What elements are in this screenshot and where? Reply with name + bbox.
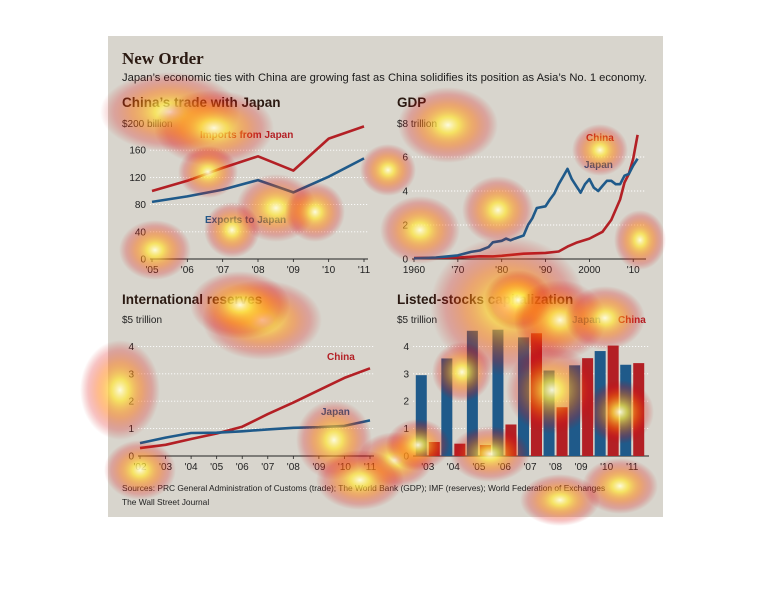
bar-china — [633, 363, 645, 456]
bar-china — [479, 445, 491, 456]
series-label-trade: Exports to Japan — [205, 215, 286, 226]
y-tick-label-trade: 40 — [135, 227, 147, 238]
x-tick-label-gdp: '10 — [627, 265, 640, 276]
x-tick-label-gdp: 2000 — [578, 265, 601, 276]
series-label-gdp: Japan — [584, 160, 613, 171]
x-tick-label-reserves: '10 — [338, 462, 351, 473]
y-tick-label-trade: 160 — [129, 146, 146, 157]
series-label-reserves: Japan — [321, 407, 350, 418]
x-tick-label-stocks: '05 — [472, 462, 485, 473]
x-tick-label-trade: '11 — [358, 265, 371, 276]
x-tick-label-gdp: '90 — [539, 265, 552, 276]
bar-japan — [620, 364, 632, 456]
x-tick-label-trade: '05 — [145, 265, 158, 276]
unit-label-gdp: $8 trillion — [397, 119, 437, 130]
x-tick-label-stocks: '08 — [549, 462, 562, 473]
x-tick-label-gdp: '80 — [495, 265, 508, 276]
chart-title-gdp: GDP — [397, 95, 426, 110]
bar-japan — [543, 370, 555, 456]
x-tick-label-stocks: '10 — [600, 462, 613, 473]
bar-china — [531, 333, 542, 456]
x-tick-label-trade: '07 — [216, 265, 229, 276]
bar-china — [505, 424, 517, 456]
bar-japan — [569, 365, 581, 456]
x-tick-label-gdp: 1960 — [403, 265, 426, 276]
y-tick-label-reserves: 2 — [128, 397, 134, 408]
chart-title-stocks: Listed-stocks capitalization — [397, 292, 573, 307]
y-tick-label-reserves: 0 — [128, 452, 134, 463]
x-tick-label-trade: '06 — [181, 265, 194, 276]
chart-title-trade: China’s trade with Japan — [122, 95, 281, 110]
series-line-gdp-b — [413, 157, 639, 260]
x-tick-label-stocks: '04 — [447, 462, 460, 473]
x-tick-label-reserves: '08 — [287, 462, 300, 473]
x-tick-label-reserves: '07 — [261, 462, 274, 473]
series-label-stocks: China — [618, 315, 646, 326]
bar-japan — [466, 330, 478, 456]
bar-japan — [441, 358, 453, 456]
y-tick-label-gdp: 4 — [402, 187, 408, 198]
y-tick-label-stocks: 2 — [403, 397, 409, 408]
x-tick-label-reserves: '03 — [159, 462, 172, 473]
unit-label-trade: $200 billion — [122, 119, 173, 130]
x-tick-label-reserves: '06 — [236, 462, 249, 473]
y-tick-label-reserves: 4 — [128, 342, 134, 353]
bar-china — [582, 358, 594, 456]
y-tick-label-stocks: 1 — [403, 424, 409, 435]
bar-china — [607, 345, 619, 456]
bar-japan — [415, 375, 427, 456]
unit-label-reserves: $5 trillion — [122, 315, 162, 326]
page-title: New Order — [122, 49, 204, 68]
y-tick-label-gdp: 6 — [402, 153, 408, 164]
x-tick-label-reserves: '09 — [312, 462, 325, 473]
x-tick-label-stocks: '06 — [498, 462, 511, 473]
x-tick-label-trade: '08 — [251, 265, 264, 276]
sources-note: Sources: PRC General Administration of C… — [122, 483, 606, 493]
y-tick-label-stocks: 3 — [403, 369, 409, 380]
series-line-reserves-b — [139, 419, 371, 445]
x-tick-label-reserves: '04 — [185, 462, 198, 473]
x-tick-label-trade: '10 — [322, 265, 335, 276]
x-tick-label-stocks: '03 — [421, 462, 434, 473]
series-line-trade-b — [151, 157, 365, 204]
y-tick-label-reserves: 1 — [128, 424, 134, 435]
x-tick-label-reserves: '05 — [210, 462, 223, 473]
series-label-stocks: Japan — [572, 315, 601, 326]
y-tick-label-trade: 0 — [140, 255, 146, 266]
bar-china — [428, 442, 440, 456]
y-tick-label-stocks: 0 — [403, 452, 409, 463]
bar-japan — [594, 351, 606, 456]
y-tick-label-reserves: 3 — [128, 369, 134, 380]
x-tick-label-gdp: '70 — [451, 265, 464, 276]
x-tick-label-stocks: '09 — [575, 462, 588, 473]
bar-china — [556, 407, 568, 456]
x-tick-label-stocks: '07 — [523, 462, 536, 473]
bar-japan — [492, 329, 504, 456]
series-line-reserves-a — [139, 367, 371, 450]
x-tick-label-reserves: '11 — [364, 462, 377, 473]
series-label-reserves: China — [327, 352, 355, 363]
x-tick-label-reserves: '02 — [133, 462, 146, 473]
bar-japan — [518, 337, 529, 456]
series-line-gdp-a — [413, 134, 639, 260]
y-tick-label-trade: 120 — [129, 173, 146, 184]
x-tick-label-trade: '09 — [287, 265, 300, 276]
page-subtitle: Japan’s economic ties with China are gro… — [122, 72, 647, 84]
credit-line: The Wall Street Journal — [122, 497, 210, 507]
chart-title-reserves: International reserves — [122, 292, 262, 307]
series-label-trade: Imports from Japan — [200, 130, 293, 141]
y-tick-label-gdp: 0 — [402, 255, 408, 266]
y-tick-label-stocks: 4 — [403, 342, 409, 353]
unit-label-stocks: $5 trillion — [397, 315, 437, 326]
y-tick-label-gdp: 2 — [402, 221, 408, 232]
series-label-gdp: China — [586, 133, 614, 144]
bar-china — [454, 443, 466, 456]
x-tick-label-stocks: '11 — [626, 462, 639, 473]
y-tick-label-trade: 80 — [135, 200, 147, 211]
